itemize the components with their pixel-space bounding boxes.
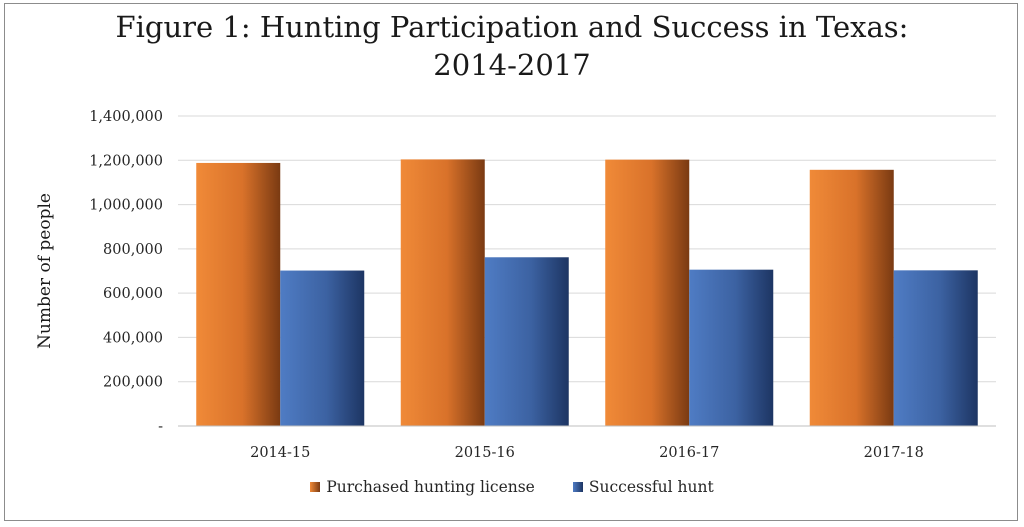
chart-title: Figure 1: Hunting Participation and Succ… (0, 8, 1024, 84)
y-tick-label: 800,000 (103, 242, 163, 258)
x-tick-label: 2017-18 (864, 445, 924, 461)
bar-license-2016-17 (605, 159, 690, 426)
y-tick-label: 1,200,000 (89, 153, 163, 169)
x-tick-label: 2014-15 (250, 445, 310, 461)
y-tick-label: 600,000 (103, 286, 163, 302)
chart-title-line-2: 2014-2017 (433, 48, 591, 82)
legend-label-success: Successful hunt (588, 478, 714, 496)
bar-success-2015-16 (484, 257, 569, 426)
bars (196, 159, 978, 427)
y-tick-label: 200,000 (103, 375, 163, 391)
bar-success-2014-15 (280, 270, 365, 426)
x-tick-label: 2016-17 (659, 445, 719, 461)
y-tick-label: - (158, 419, 163, 435)
y-tick-label: 400,000 (103, 330, 163, 346)
legend-swatch-license (310, 482, 321, 492)
bar-license-2014-15 (196, 162, 281, 426)
y-axis-ticks: - 200,000 400,000 600,000 800,000 1,000,000 1,… (89, 109, 163, 435)
legend-item-success: Successful hunt (572, 478, 714, 496)
y-axis-label: Number of people (35, 193, 55, 349)
y-tick-label: 1,000,000 (89, 198, 163, 214)
bar-success-2016-17 (689, 269, 774, 426)
legend-swatch-success (572, 482, 583, 492)
y-tick-label: 1,400,000 (89, 109, 163, 125)
chart-title-line-1: Figure 1: Hunting Participation and Succ… (115, 10, 909, 44)
x-axis-ticks: 2014-15 2015-16 2016-17 2017-18 (250, 445, 924, 461)
legend: Purchased hunting license Successful hun… (0, 478, 1024, 496)
x-tick-label: 2015-16 (455, 445, 515, 461)
bar-license-2015-16 (400, 159, 485, 426)
bar-license-2017-18 (809, 169, 894, 427)
legend-item-license: Purchased hunting license (310, 478, 535, 496)
legend-label-license: Purchased hunting license (326, 478, 535, 496)
bar-success-2017-18 (893, 270, 978, 426)
